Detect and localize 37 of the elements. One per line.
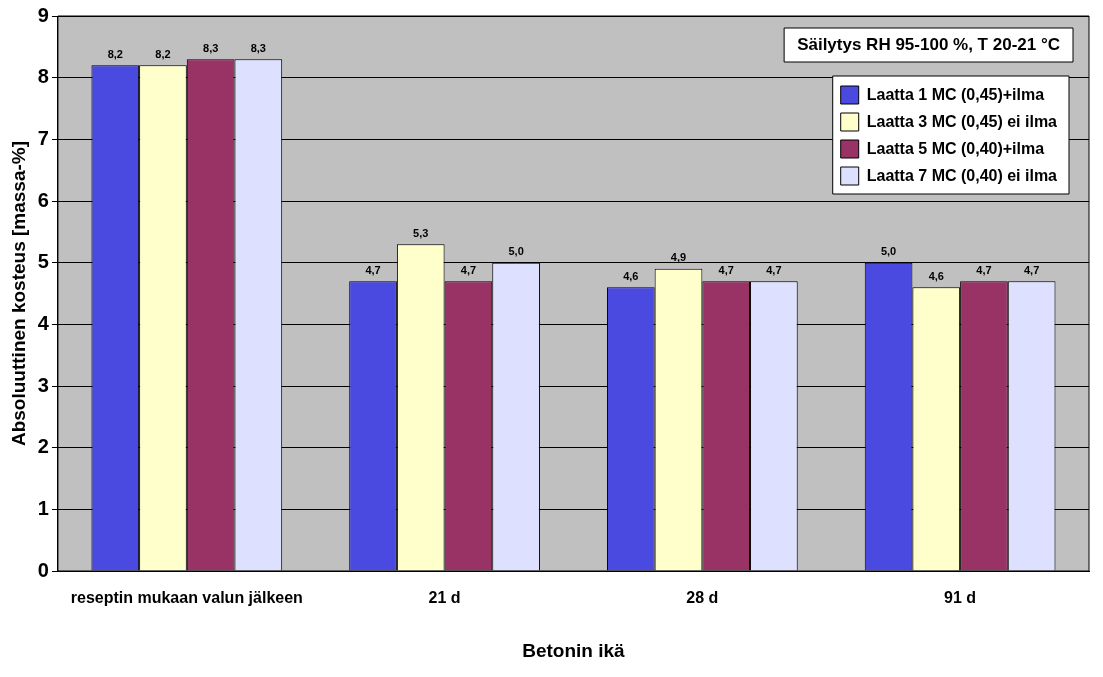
data-label: 4,9	[670, 251, 687, 264]
legend-label: Laatta 7 MC (0,40) ei ilma	[866, 167, 1058, 185]
y-tick-label: 8	[37, 65, 49, 88]
data-label: 8,2	[155, 47, 171, 60]
data-label: 4,7	[766, 263, 782, 276]
x-tick-label: 21 d	[428, 589, 461, 607]
data-label: 4,7	[1024, 263, 1040, 276]
x-tick-label: reseptin mukaan valun jälkeen	[70, 589, 303, 607]
data-label: 8,3	[203, 41, 219, 54]
y-tick-label: 1	[37, 496, 49, 519]
data-label: 4,7	[976, 263, 992, 276]
y-tick-label: 7	[37, 126, 49, 149]
legend-label: Laatta 3 MC (0,45) ei ilma	[866, 113, 1058, 131]
data-label: 4,7	[718, 263, 734, 276]
y-tick-label: 9	[37, 3, 49, 26]
legend-label: Laatta 5 MC (0,40)+ilma	[866, 140, 1045, 158]
data-label: 4,7	[365, 263, 381, 276]
y-tick-label: 6	[37, 188, 49, 211]
y-axis-title: Absoluuttinen kosteus [massa-%]	[7, 140, 29, 447]
data-label: 5,3	[413, 226, 429, 239]
x-axis-title: Betonin ikä	[522, 639, 626, 661]
annotation: Säilytys RH 95-100 %, T 20-21 °C	[797, 34, 1061, 54]
data-label: 5,0	[508, 245, 524, 258]
x-tick-label: 28 d	[686, 589, 719, 607]
data-label: 5,0	[880, 245, 897, 258]
x-tick-label: 91 d	[944, 589, 977, 607]
data-label: 8,3	[250, 41, 266, 54]
data-label: 4,7	[460, 263, 477, 276]
data-label: 4,6	[928, 269, 944, 282]
legend-label: Laatta 1 MC (0,45)+ilma	[866, 86, 1045, 104]
data-label: 4,6	[623, 269, 639, 282]
y-tick-label: 2	[37, 435, 49, 458]
data-label: 8,2	[107, 47, 123, 60]
y-tick-label: 0	[37, 558, 49, 581]
y-tick-label: 5	[37, 250, 49, 273]
y-tick-label: 4	[37, 311, 50, 334]
y-tick-label: 3	[37, 373, 49, 396]
